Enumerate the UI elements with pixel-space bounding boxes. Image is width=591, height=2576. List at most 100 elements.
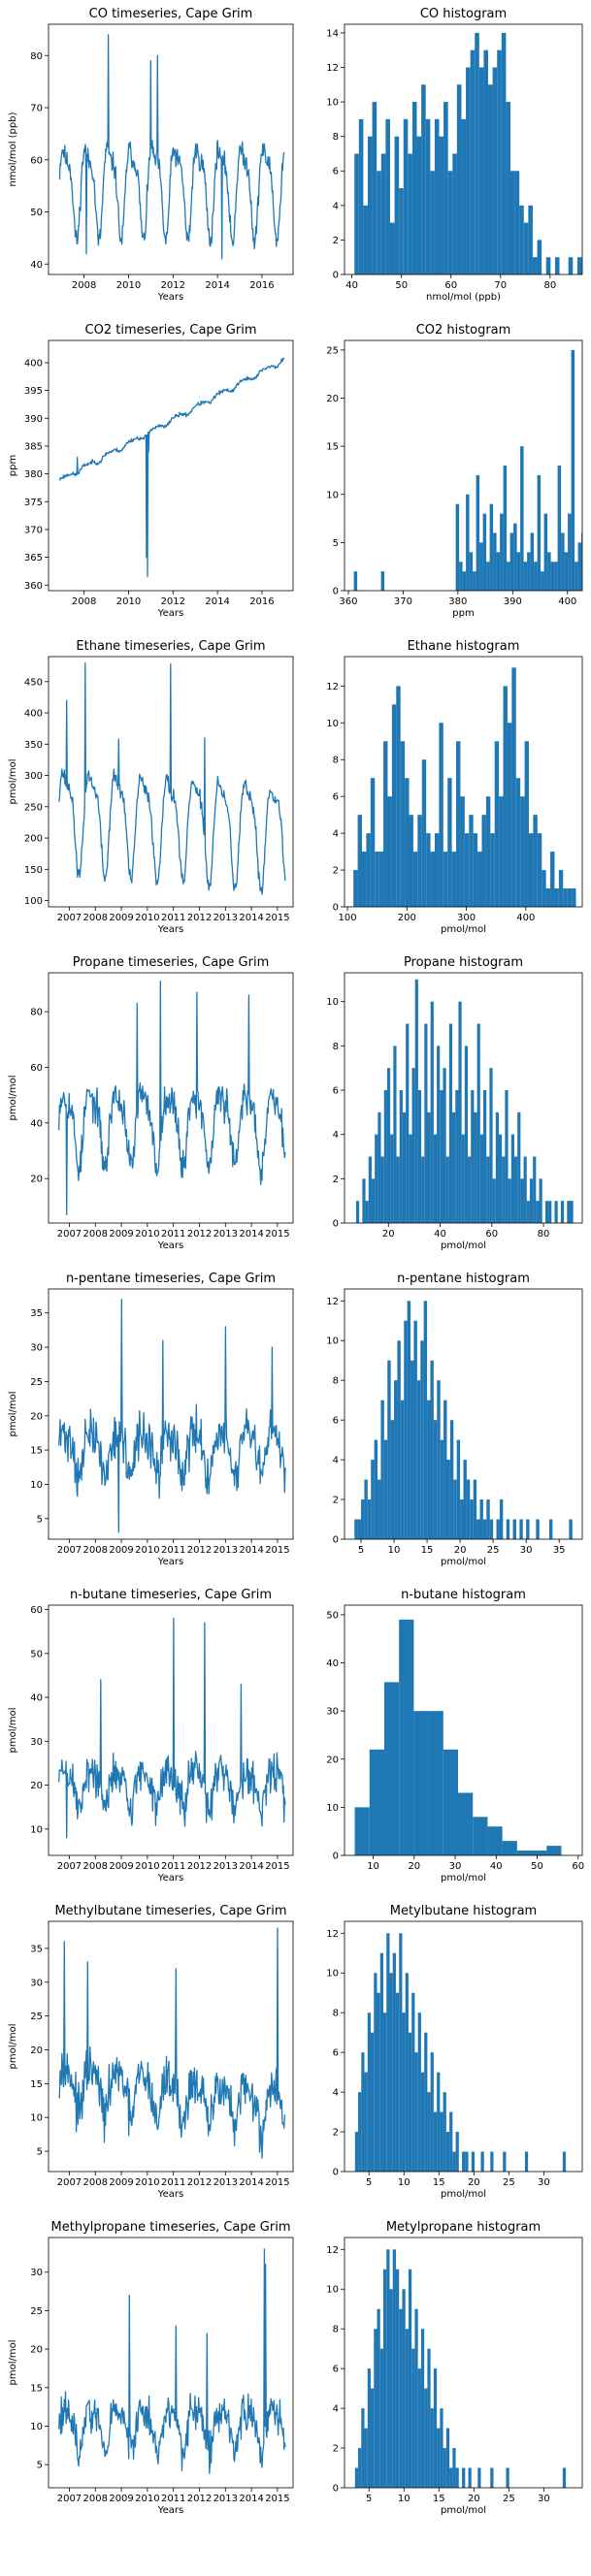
y-tick-label: 20 — [30, 1411, 43, 1422]
histogram-bar — [470, 49, 476, 274]
axes-frame — [344, 1288, 583, 1540]
y-tick-label: 8 — [333, 2009, 339, 2019]
histogram-bar — [379, 2348, 383, 2488]
histogram-bar — [399, 1090, 403, 1223]
x-axis-label: nmol/mol (ppb) — [426, 292, 501, 303]
histogram-bar — [498, 1134, 503, 1223]
x-tick-label: 2014 — [239, 1861, 263, 1872]
histogram-bar — [382, 2012, 387, 2172]
histogram-bar — [440, 2408, 443, 2488]
histogram-bar — [476, 474, 480, 591]
histogram-bar — [526, 1201, 530, 1223]
histogram-bar — [386, 2249, 390, 2488]
histogram-bar — [395, 2269, 400, 2488]
x-tick-label: 2010 — [135, 2494, 159, 2504]
y-tick-label: 2 — [333, 236, 339, 246]
histogram-bar — [393, 1046, 397, 1223]
x-tick-label: 2008 — [83, 2494, 108, 2504]
y-tick-label: 2 — [333, 866, 339, 877]
x-tick-label: 25 — [503, 2494, 515, 2504]
x-tick-label: 25 — [487, 1545, 500, 1556]
y-tick-label: 25 — [30, 2306, 43, 2317]
x-tick-label: 2007 — [57, 2177, 82, 2188]
x-tick-label: 30 — [520, 1545, 533, 1556]
histogram-bar — [409, 815, 413, 907]
y-tick-label: 60 — [30, 155, 43, 166]
histogram-bar — [370, 778, 376, 907]
histogram-bar — [353, 870, 358, 907]
y-tick-label: 250 — [24, 802, 43, 813]
chart-timeseries-2: 2007 2008 2009 2010 2011 2012 2013 2014 2015 100 1… — [8, 639, 294, 935]
histogram-bar — [425, 118, 431, 274]
histogram-bar — [371, 2032, 375, 2172]
histogram-bar — [476, 1023, 480, 1223]
histogram-bar — [364, 2428, 368, 2488]
histogram-bar — [541, 571, 544, 591]
chart-histogram-4: 5 10 15 20 25 30 35 0 2 4 6 8 10 12 n-pentane histogra… — [326, 1272, 583, 1567]
histogram-bar — [524, 741, 529, 907]
histogram-bar — [520, 1178, 524, 1223]
histogram-bar — [405, 778, 410, 907]
histogram-bar — [437, 1380, 441, 1539]
histogram-bar — [539, 1178, 542, 1223]
histogram-bar — [462, 2467, 466, 2488]
x-tick-label: 2013 — [213, 2494, 238, 2504]
histogram-bar — [468, 2467, 472, 2488]
y-axis-label: pmol/mol — [8, 2340, 18, 2386]
histogram-bar — [455, 2132, 459, 2172]
x-tick-label: 2012 — [187, 1229, 212, 1240]
histogram-bar — [473, 1479, 477, 1539]
y-tick-label: 50 — [30, 208, 43, 218]
histogram-bar — [361, 2052, 365, 2172]
x-axis-label: pmol/mol — [441, 924, 486, 935]
x-tick-label: 2008 — [83, 1545, 108, 1556]
x-tick-label: 400 — [558, 596, 576, 607]
histogram-bar — [492, 1178, 496, 1223]
histogram-bar — [513, 1156, 518, 1223]
axes-frame — [48, 2237, 294, 2489]
histogram-bar — [548, 1201, 552, 1223]
histogram-bar — [558, 870, 564, 907]
histogram-bar — [437, 1046, 441, 1223]
y-tick-label: 50 — [30, 1649, 43, 1659]
x-tick-label: 25 — [503, 2177, 515, 2188]
x-tick-label: 20 — [468, 2177, 480, 2188]
chart-histogram-2: 100 200 300 400 0 2 4 6 8 10 12 Ethane histogram pmo… — [326, 639, 583, 935]
chart-title: n-butane timeseries, Cape Grim — [70, 1588, 272, 1602]
histogram-bar — [461, 118, 467, 274]
x-tick-label: 2008 — [83, 1229, 108, 1240]
histogram-bar — [452, 153, 457, 274]
y-tick-label: 10 — [30, 2422, 43, 2432]
x-tick-label: 2010 — [135, 1229, 159, 1240]
histogram-bar — [374, 1973, 378, 2172]
y-tick-label: 6 — [333, 167, 339, 177]
histogram-bar — [489, 503, 494, 591]
histogram-bar — [536, 1201, 540, 1223]
histogram-bar — [361, 1499, 365, 1539]
histogram-bar — [502, 1841, 517, 1855]
histogram-bar — [536, 1519, 540, 1539]
histogram-bar — [534, 562, 538, 591]
chart-title: Ethane histogram — [408, 639, 520, 654]
histogram-bar — [424, 1023, 428, 1223]
y-tick-label: 395 — [24, 386, 43, 397]
histogram-bar — [544, 1201, 549, 1223]
histogram-bar — [490, 2151, 494, 2172]
histogram-bar — [499, 1499, 504, 1539]
chart-title: Propane timeseries, Cape Grim — [73, 955, 269, 970]
histogram-bar — [505, 1090, 509, 1223]
x-tick-label: 2015 — [265, 1861, 289, 1872]
histogram-bar — [433, 2368, 438, 2488]
x-tick-label: 20 — [454, 1545, 467, 1556]
histogram-bar — [486, 562, 490, 591]
histogram-bar — [466, 67, 471, 274]
y-tick-label: 40 — [30, 1118, 43, 1129]
y-tick-label: 4 — [333, 2404, 339, 2415]
chart-title: Ethane timeseries, Cape Grim — [76, 639, 265, 654]
x-tick-label: 2015 — [265, 2177, 289, 2188]
x-tick-label: 2007 — [57, 913, 82, 923]
histogram-bar — [448, 1023, 453, 1223]
histogram-bar — [511, 667, 516, 907]
histogram-bar — [503, 2151, 507, 2172]
chart-histogram-1: 360 370 380 390 400 0 5 10 15 20 25 CO2 histogram pp… — [326, 323, 583, 619]
